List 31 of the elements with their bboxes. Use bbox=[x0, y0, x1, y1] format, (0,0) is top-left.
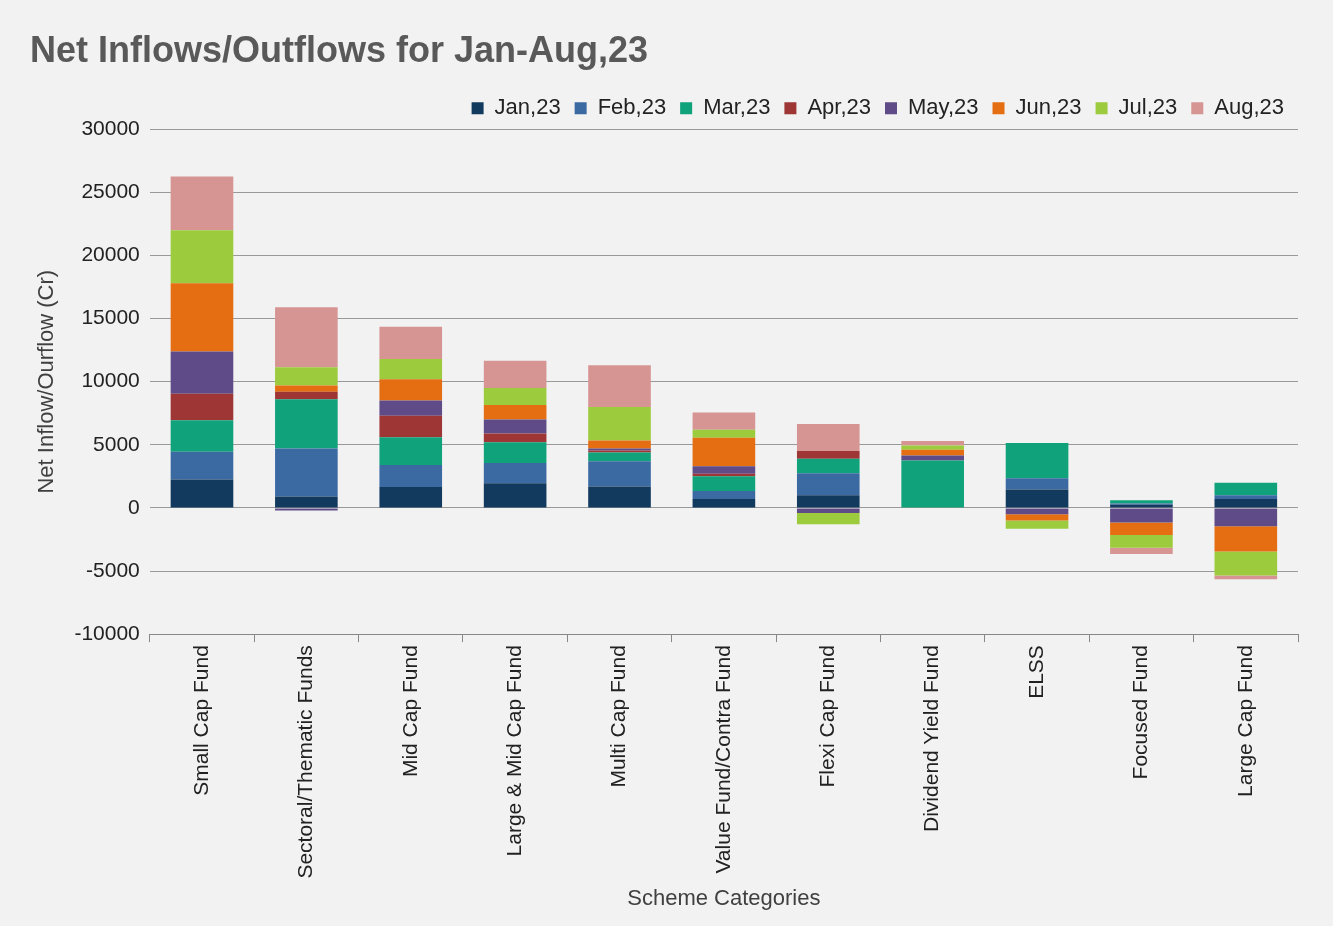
x-tick-label: Flexi Cap Fund bbox=[815, 645, 839, 788]
x-tick-label: Sectoral/Thematic Funds bbox=[293, 645, 317, 879]
x-tick-label: Large & Mid Cap Fund bbox=[501, 645, 525, 857]
legend-label: Apr,23 bbox=[807, 94, 872, 120]
y-tick-label: -10000 bbox=[74, 620, 140, 644]
legend-label: Feb,23 bbox=[597, 94, 667, 120]
legend-label: Jun,23 bbox=[1015, 94, 1082, 120]
y-tick-label: 20000 bbox=[81, 242, 140, 266]
x-tick-label: Mid Cap Fund bbox=[397, 645, 421, 778]
x-tick-label: Small Cap Fund bbox=[188, 645, 212, 796]
x-axis-title: Scheme Categories bbox=[627, 884, 821, 910]
x-tick-label: Multi Cap Fund bbox=[606, 645, 630, 788]
legend-label: Mar,23 bbox=[703, 94, 771, 120]
legend-label: Jan,23 bbox=[494, 94, 561, 120]
x-tick-label: ELSS bbox=[1023, 645, 1047, 699]
y-tick-label: 0 bbox=[128, 494, 140, 518]
y-tick-label: 25000 bbox=[81, 179, 140, 203]
chart-title: Net Inflows/Outflows for Jan-Aug,23 bbox=[30, 28, 649, 70]
y-tick-label: -5000 bbox=[86, 557, 140, 581]
y-tick-label: 15000 bbox=[81, 305, 140, 329]
y-tick-label: 10000 bbox=[81, 368, 140, 392]
legend-label: May,23 bbox=[908, 94, 979, 120]
y-axis-title: Net Inflow/Ourflow (Cr) bbox=[33, 269, 59, 494]
x-tick-label: Large Cap Fund bbox=[1232, 645, 1256, 797]
legend-label: Aug,23 bbox=[1214, 94, 1285, 120]
y-tick-label: 5000 bbox=[93, 431, 140, 455]
x-tick-label: Dividend Yield Fund bbox=[919, 645, 943, 832]
x-tick-label: Value Fund/Contra Fund bbox=[710, 645, 734, 874]
y-tick-label: 30000 bbox=[81, 116, 140, 139]
x-tick-label: Focused Fund bbox=[1128, 645, 1152, 780]
legend-label: Jul,23 bbox=[1118, 94, 1178, 120]
